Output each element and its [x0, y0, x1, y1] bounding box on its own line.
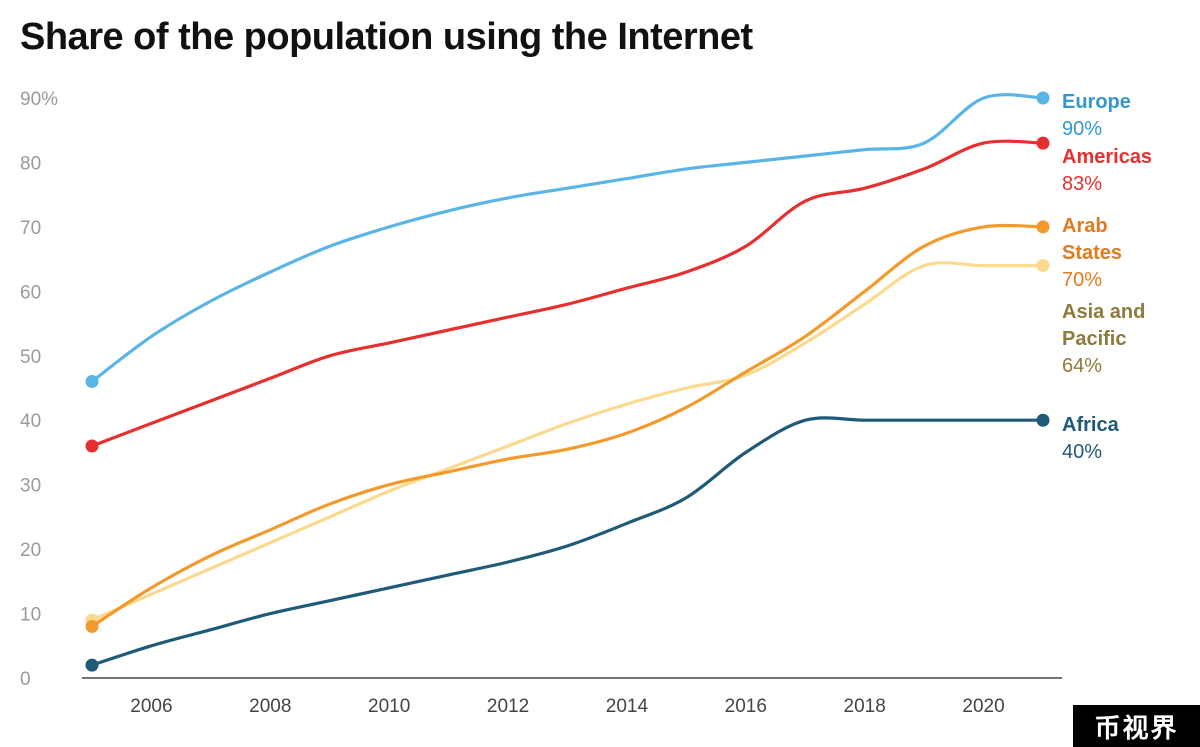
series-end-point-americas — [1036, 136, 1050, 150]
series-start-point-americas — [85, 439, 99, 453]
x-tick-label: 2020 — [962, 696, 1004, 717]
series-label-arab-states: Arab — [1062, 215, 1108, 237]
y-tick-label: 50 — [20, 347, 41, 368]
series-labels: Europe 90% Americas 83% Arab States 70% Asia an… — [1062, 91, 1152, 463]
series-end-point-africa — [1036, 413, 1050, 427]
y-tick-label: 10 — [20, 605, 41, 626]
series-line-arab-states — [90, 223, 1045, 628]
chart-title: Share of the population using the Intern… — [20, 16, 753, 58]
series-line-asia-and-pacific — [90, 261, 1045, 622]
x-tick-label: 2016 — [725, 696, 767, 717]
series-start-point-europe — [85, 375, 99, 389]
series-start-point-arab-states — [85, 619, 99, 633]
series-end-point-asia-and-pacific — [1036, 259, 1050, 273]
x-tick-label: 2014 — [606, 696, 649, 717]
y-tick-label: 40 — [20, 411, 41, 432]
x-tick-label: 2018 — [844, 696, 886, 717]
series-label-arab-states: States — [1062, 242, 1122, 264]
series-line-africa — [90, 416, 1045, 667]
series-label-asia-and-pacific: Asia and — [1062, 301, 1145, 323]
y-axis-ticks: 90% 80 70 60 50 40 30 20 10 0 — [20, 89, 58, 690]
y-tick-label: 90% — [20, 89, 58, 110]
y-tick-label: 0 — [20, 669, 31, 690]
y-tick-label: 30 — [20, 476, 41, 497]
x-axis: 2006 2008 2010 2012 2014 2016 2018 2020 — [82, 677, 1062, 717]
series-line-europe — [90, 93, 1045, 384]
series-value-label-africa: 40% — [1062, 441, 1102, 463]
series-value-label-asia-and-pacific: 64% — [1062, 355, 1102, 377]
series-value-label-americas: 83% — [1062, 173, 1102, 195]
series-label-asia-and-pacific: Pacific — [1062, 328, 1126, 350]
y-tick-label: 70 — [20, 218, 41, 239]
x-tick-label: 2006 — [130, 696, 172, 717]
series-line-americas — [90, 139, 1045, 448]
watermark-logo: 币视界 — [1073, 705, 1200, 747]
series-end-point-europe — [1036, 91, 1050, 105]
series-label-europe: Europe — [1062, 91, 1131, 113]
x-tick-label: 2010 — [368, 696, 410, 717]
series-lines — [85, 91, 1050, 672]
y-tick-label: 20 — [20, 540, 41, 561]
x-tick-label: 2008 — [249, 696, 291, 717]
y-tick-label: 80 — [20, 153, 41, 174]
x-tick-label: 2012 — [487, 696, 529, 717]
series-start-point-africa — [85, 658, 99, 672]
series-label-americas: Americas — [1062, 146, 1152, 168]
series-value-label-arab-states: 70% — [1062, 269, 1102, 291]
y-tick-label: 60 — [20, 282, 41, 303]
series-value-label-europe: 90% — [1062, 118, 1102, 140]
series-end-point-arab-states — [1036, 220, 1050, 234]
series-label-africa: Africa — [1062, 414, 1120, 436]
